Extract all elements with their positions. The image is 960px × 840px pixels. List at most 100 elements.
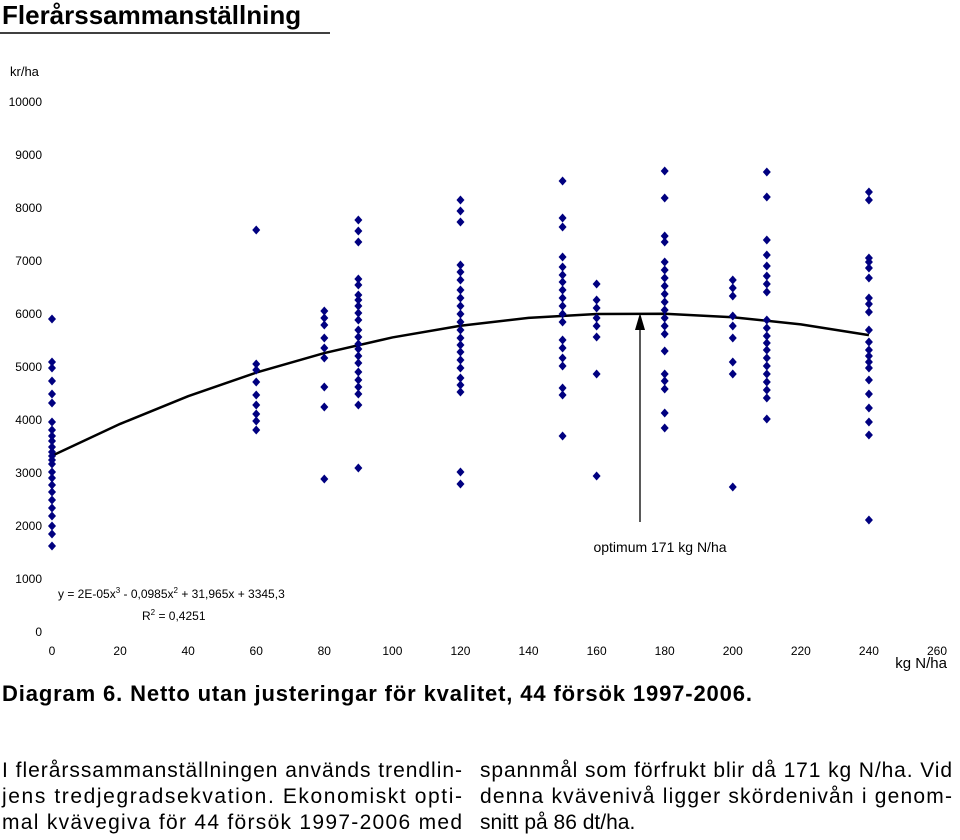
point: [354, 308, 363, 318]
point: [48, 376, 56, 386]
y-tick-label: 5000: [15, 360, 42, 374]
point: [558, 309, 567, 319]
point: [728, 311, 737, 321]
point: [864, 257, 873, 267]
point: [456, 267, 465, 277]
point: [660, 384, 669, 394]
point: [762, 361, 771, 371]
point: [48, 459, 56, 469]
r2-sup: 2: [151, 608, 156, 617]
y-tick-label: 6000: [15, 307, 42, 321]
point: [762, 261, 771, 271]
y-tick-label: 2000: [15, 519, 42, 533]
point: [48, 357, 56, 367]
point: [354, 351, 363, 361]
point: [660, 376, 669, 386]
x-tick-label: 200: [723, 644, 743, 658]
point: [354, 315, 363, 325]
point: [660, 193, 669, 203]
point: [456, 293, 465, 303]
point: [864, 337, 873, 347]
point: [48, 529, 56, 539]
point: [354, 226, 363, 236]
point: [456, 373, 465, 383]
point: [354, 290, 363, 300]
point: [48, 467, 56, 477]
point: [660, 313, 669, 323]
point: [252, 409, 261, 419]
point: [354, 325, 363, 335]
point: [762, 414, 771, 424]
y-tick-label: 4000: [15, 413, 42, 427]
point: [660, 305, 669, 315]
body-line: spannmål som förfrukt blir då 171 kg N/h…: [480, 759, 952, 782]
point: [864, 195, 873, 205]
point: [864, 351, 873, 361]
page-title: Flerårssammanställning: [2, 0, 301, 30]
point: [864, 389, 873, 399]
point: [762, 377, 771, 387]
point: [354, 301, 363, 311]
point: [252, 390, 261, 400]
point: [660, 289, 669, 299]
point: [660, 231, 669, 241]
point: [456, 363, 465, 373]
point: [456, 380, 465, 390]
x-tick-label: 20: [113, 644, 127, 658]
point: [252, 225, 261, 235]
eq-part: - 0,0985x: [120, 587, 173, 601]
y-axis-label: kr/ha: [10, 64, 40, 79]
r-squared: R2 = 0,4251: [142, 608, 206, 623]
point: [762, 331, 771, 341]
body-line: snitt på 86 dt/ha.: [480, 811, 635, 834]
point: [558, 390, 567, 400]
point: [456, 260, 465, 270]
point: [354, 382, 363, 392]
point: [48, 363, 56, 373]
point: [48, 389, 56, 399]
point: [660, 237, 669, 247]
point: [354, 389, 363, 399]
point: [762, 345, 771, 355]
point: [320, 474, 329, 484]
y-tick-label: 3000: [15, 466, 42, 480]
point: [864, 307, 873, 317]
point: [762, 250, 771, 260]
annotation: optimum 171 kg N/ha: [593, 539, 726, 555]
point: [864, 515, 873, 525]
x-tick-label: 60: [250, 644, 264, 658]
x-tick-label: 40: [181, 644, 195, 658]
point: [864, 430, 873, 440]
point: [592, 369, 601, 379]
point: [762, 393, 771, 403]
point: [660, 369, 669, 379]
point: [592, 471, 601, 481]
eq-part: y = 2E-05x: [58, 587, 116, 601]
point: [864, 299, 873, 309]
point: [320, 402, 329, 412]
point: [558, 270, 567, 280]
point: [456, 301, 465, 311]
point: [354, 367, 363, 377]
point: [558, 262, 567, 272]
point: [728, 357, 737, 367]
point: [864, 417, 873, 427]
equation: y = 2E-05x3 - 0,0985x2 + 31,965x + 3345,…: [58, 586, 285, 601]
point: [864, 375, 873, 385]
point: [456, 195, 465, 205]
x-tick-label: 80: [318, 644, 332, 658]
point: [320, 320, 329, 330]
point: [48, 480, 56, 490]
point: [354, 215, 363, 225]
x-tick-label: 180: [655, 644, 675, 658]
point: [558, 353, 567, 363]
point: [354, 332, 363, 342]
point: [660, 297, 669, 307]
point: [354, 339, 363, 349]
point: [48, 495, 56, 505]
point: [558, 335, 567, 345]
y-tick-label: 0: [35, 625, 42, 639]
point: [48, 503, 56, 513]
point: [558, 213, 567, 223]
